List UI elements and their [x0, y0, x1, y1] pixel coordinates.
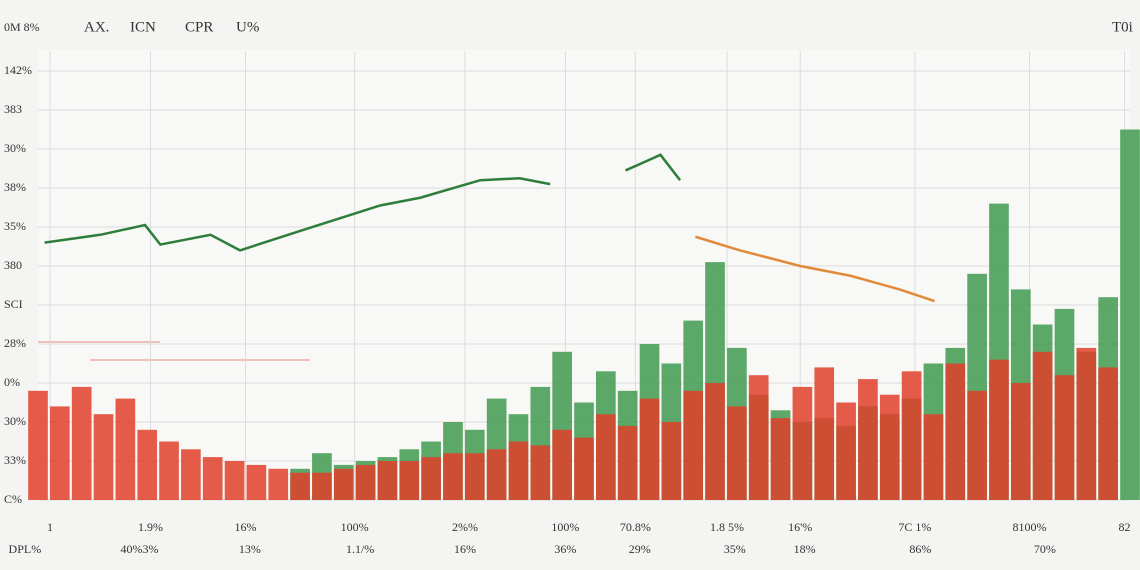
header-text: ICN — [130, 19, 156, 35]
bar — [508, 441, 529, 500]
bar — [574, 437, 594, 500]
bar — [202, 457, 223, 500]
y-tick-label: 33% — [4, 453, 26, 467]
x-tick-label: 16% — [234, 520, 256, 534]
bar — [399, 461, 420, 500]
x-tick-label: 1 — [47, 520, 53, 534]
x-tick-label: 100% — [551, 520, 579, 534]
bar — [792, 386, 813, 500]
bar — [71, 386, 92, 500]
bar — [836, 402, 856, 500]
bar — [1054, 375, 1075, 500]
bar — [1120, 129, 1140, 500]
bar — [312, 472, 332, 500]
bar — [661, 422, 682, 500]
bar — [639, 398, 660, 500]
y-tick-label: 35% — [4, 219, 26, 233]
bar — [879, 394, 900, 500]
x-tick-label: 1.9% — [138, 520, 163, 534]
bar — [814, 367, 835, 500]
header-text: CPR — [185, 19, 213, 35]
bar — [989, 359, 1009, 500]
bar — [268, 468, 289, 500]
y-tick-label: 30% — [4, 414, 26, 428]
bar — [945, 363, 966, 500]
bar — [901, 371, 922, 500]
bar — [377, 461, 398, 500]
x-tick-label: 2%% — [452, 520, 478, 534]
x-sublabel: 1.1/% — [346, 542, 374, 556]
bar — [1098, 367, 1118, 500]
bar — [748, 375, 769, 500]
bar — [530, 445, 551, 500]
y-tick-label: 380 — [4, 258, 22, 272]
bar — [159, 441, 179, 500]
bar — [967, 390, 987, 500]
bar — [181, 449, 201, 500]
bar — [421, 457, 441, 500]
x-sublabel: 16% — [454, 542, 476, 556]
header-text: U% — [236, 19, 259, 35]
y-tick-label: 383 — [4, 102, 22, 116]
bar — [617, 425, 638, 500]
bar — [333, 468, 354, 500]
bar — [115, 398, 136, 500]
y-tick-label: 30% — [4, 141, 26, 155]
x-tick-label: 8100% — [1013, 520, 1047, 534]
bar — [290, 472, 310, 500]
bar — [705, 383, 725, 500]
bar — [486, 449, 507, 500]
x-sublabel: 86% — [909, 542, 931, 556]
header-text: T0i — [1112, 19, 1133, 35]
bar — [858, 379, 878, 500]
x-sublabel: 13% — [239, 542, 261, 556]
bar — [552, 429, 572, 500]
bar — [50, 406, 70, 500]
bar — [355, 464, 376, 500]
x-sublabel: 18% — [794, 542, 816, 556]
line — [695, 235, 935, 303]
bar — [224, 461, 245, 500]
x-tick-label: 1.8 5% — [710, 520, 744, 534]
x-tick-label: 100% — [341, 520, 369, 534]
y-tick-label: SCI — [4, 297, 23, 311]
bar — [770, 418, 791, 500]
bar — [596, 414, 616, 500]
y-tick-label: 0% — [4, 375, 20, 389]
bar — [923, 414, 944, 500]
header-text: AX. — [84, 19, 109, 35]
bar — [1076, 347, 1097, 500]
x-tick-label: 70.8% — [620, 520, 651, 534]
bar — [137, 429, 158, 500]
bar — [443, 453, 463, 500]
x-sublabel: 36% — [554, 542, 576, 556]
x-sublabel: 40%3% — [121, 542, 159, 556]
bar — [93, 414, 114, 500]
bar — [28, 390, 48, 500]
bar — [1032, 351, 1053, 500]
bar — [1010, 383, 1031, 500]
x-sublabel: DPL% — [9, 542, 42, 556]
y-tick-label: 142% — [4, 63, 32, 77]
bar — [727, 406, 747, 500]
x-sublabel: 29% — [629, 542, 651, 556]
line — [44, 153, 682, 252]
x-tick-label: 82 — [1119, 520, 1131, 534]
x-tick-label: 16'% — [788, 520, 812, 534]
bar — [683, 390, 704, 500]
y-tick-label: 28% — [4, 336, 26, 350]
bar — [246, 464, 267, 500]
x-tick-label: 7C 1% — [898, 520, 931, 534]
y-tick-label: C% — [4, 492, 22, 506]
header-text: 0M 8% — [4, 20, 40, 34]
bar — [464, 453, 485, 500]
x-sublabel: 70% — [1034, 542, 1056, 556]
y-tick-label: 38% — [4, 180, 26, 194]
x-sublabel: 35% — [724, 542, 746, 556]
